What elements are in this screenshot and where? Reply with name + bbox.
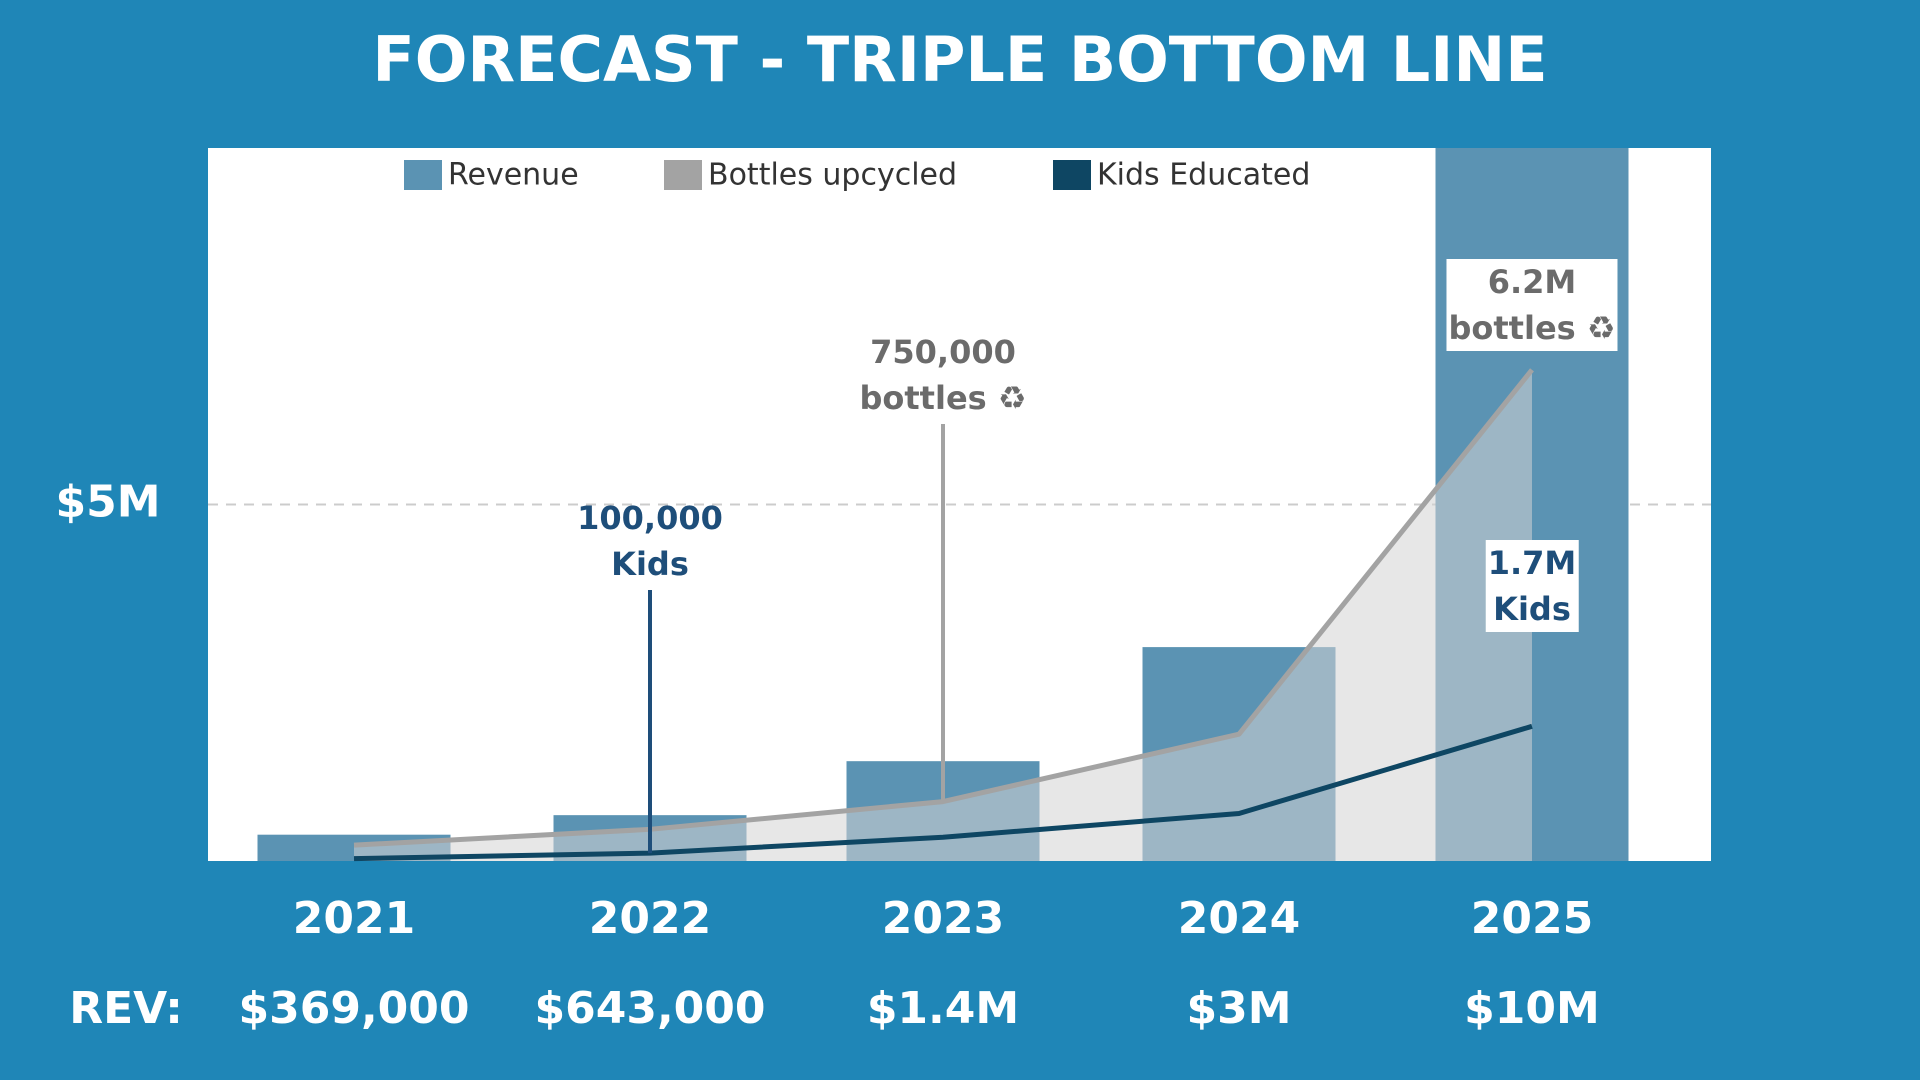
value-label: $643,000 (534, 983, 765, 1034)
x-tick-label: 2023 (882, 893, 1004, 944)
line (353, 723, 1533, 862)
legend-label: Revenue (448, 158, 579, 193)
area (354, 369, 1532, 861)
revenue-row-label: REV: (69, 983, 183, 1034)
value-label: $3M (1186, 983, 1291, 1034)
legend-swatch (404, 160, 442, 190)
y-tick-label: $5M (55, 477, 160, 528)
x-tick-label: 2024 (1178, 893, 1300, 944)
legend-swatch (664, 160, 702, 190)
legend-label: Bottles upcycled (708, 158, 957, 193)
value-label: $1.4M (867, 983, 1019, 1034)
value-label: 6.2M bottles ♻ (1446, 259, 1618, 351)
value-label: 1.7M Kids (1485, 540, 1579, 632)
value-label: 750,000 bottles ♻ (859, 333, 1027, 417)
value-label: $369,000 (238, 983, 469, 1034)
value-label: 100,000 Kids (577, 499, 723, 583)
legend-label: Kids Educated (1097, 158, 1310, 193)
x-tick-label: 2025 (1471, 893, 1593, 944)
legend-swatch (1053, 160, 1091, 190)
x-tick-label: 2022 (589, 893, 711, 944)
chart-title: FORECAST - TRIPLE BOTTOM LINE (372, 23, 1547, 96)
x-tick-label: 2021 (293, 893, 415, 944)
value-label: $10M (1464, 983, 1600, 1034)
